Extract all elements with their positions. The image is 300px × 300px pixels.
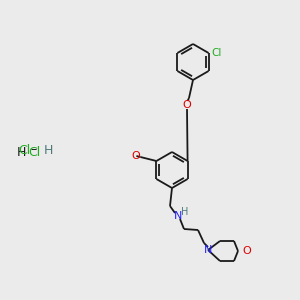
Text: H: H <box>181 207 189 217</box>
Text: N: N <box>204 245 212 255</box>
Text: O: O <box>131 151 140 161</box>
Text: O: O <box>183 100 191 110</box>
Text: Cl: Cl <box>212 48 222 58</box>
Text: H: H <box>44 143 53 157</box>
Text: H: H <box>17 146 26 158</box>
Text: O: O <box>242 246 251 256</box>
Text: Cl: Cl <box>18 143 30 157</box>
Text: Cl: Cl <box>28 146 40 158</box>
Text: N: N <box>174 211 182 221</box>
Text: –: – <box>31 143 37 157</box>
